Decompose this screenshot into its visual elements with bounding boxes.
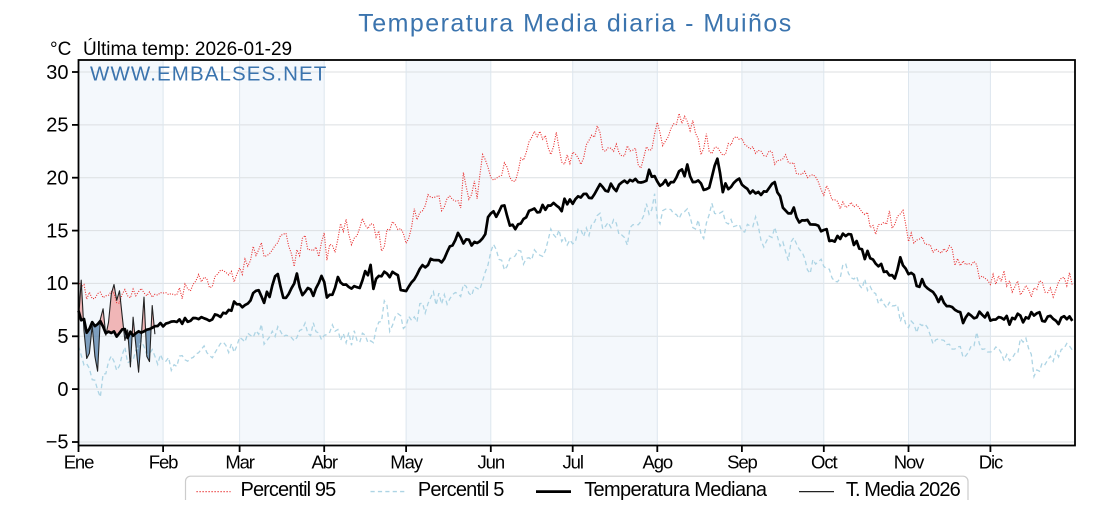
svg-text:T. Media 2026: T. Media 2026: [846, 479, 961, 500]
svg-text:Dic: Dic: [979, 452, 1003, 473]
svg-text:Temperatura Media diaria - Mui: Temperatura Media diaria - Muiños: [358, 9, 792, 37]
svg-text:May: May: [390, 452, 423, 473]
svg-text:°C: °C: [50, 39, 71, 60]
svg-text:5: 5: [57, 326, 68, 348]
svg-text:Jun: Jun: [478, 452, 505, 473]
svg-text:Oct: Oct: [811, 452, 837, 473]
svg-text:Feb: Feb: [149, 452, 178, 473]
svg-text:15: 15: [46, 220, 68, 242]
svg-text:Sep: Sep: [727, 452, 757, 473]
svg-text:−5: −5: [46, 432, 69, 454]
svg-text:0: 0: [57, 379, 68, 401]
svg-text:WWW.EMBALSES.NET: WWW.EMBALSES.NET: [90, 63, 327, 86]
svg-text:Percentil 95: Percentil 95: [241, 479, 337, 500]
svg-text:Temperatura Mediana: Temperatura Mediana: [584, 479, 768, 500]
svg-text:Abr: Abr: [311, 452, 337, 473]
svg-text:Ene: Ene: [64, 452, 94, 473]
svg-text:Ago: Ago: [642, 452, 672, 473]
svg-text:Nov: Nov: [894, 452, 925, 473]
svg-text:Jul: Jul: [563, 452, 583, 473]
svg-text:Mar: Mar: [225, 452, 254, 473]
svg-text:Última temp: 2026-01-29: Última temp: 2026-01-29: [83, 38, 292, 60]
svg-text:20: 20: [46, 168, 68, 190]
svg-text:30: 30: [46, 62, 68, 84]
svg-text:Percentil 5: Percentil 5: [418, 479, 504, 500]
svg-text:25: 25: [46, 115, 68, 137]
svg-text:10: 10: [46, 273, 68, 295]
